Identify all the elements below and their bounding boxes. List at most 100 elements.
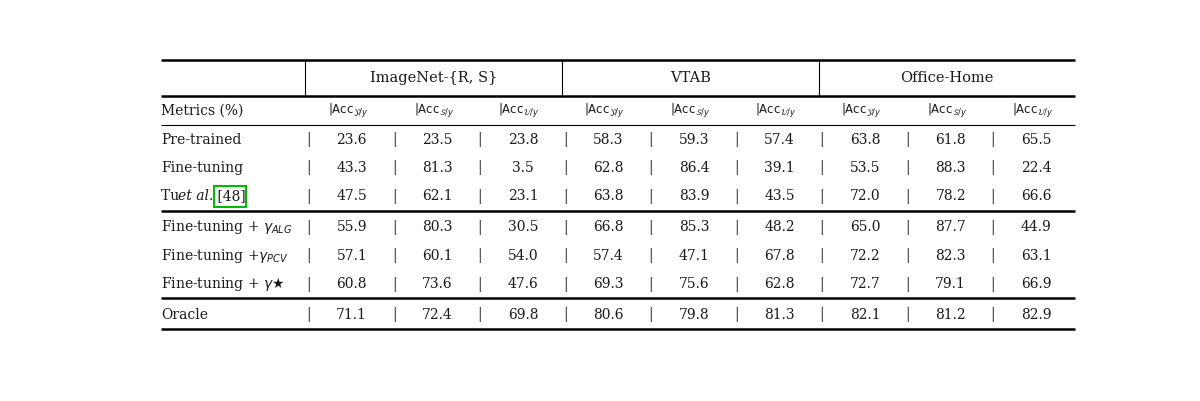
Text: 73.6: 73.6 <box>422 277 452 291</box>
Text: |: | <box>905 248 910 263</box>
Text: $|\mathrm{Acc}_{\mathcal{U}/y}$: $|\mathrm{Acc}_{\mathcal{U}/y}$ <box>1012 101 1054 119</box>
Text: Fine-tuning: Fine-tuning <box>161 161 244 175</box>
Text: 65.5: 65.5 <box>1021 132 1051 146</box>
Text: |: | <box>820 308 824 322</box>
Text: 81.3: 81.3 <box>764 308 794 322</box>
Text: 23.8: 23.8 <box>508 132 538 146</box>
Text: |: | <box>563 220 568 235</box>
Text: 72.7: 72.7 <box>850 277 881 291</box>
Text: 66.8: 66.8 <box>593 220 624 234</box>
Text: |: | <box>734 189 739 204</box>
Text: 78.2: 78.2 <box>936 189 966 203</box>
Text: 43.5: 43.5 <box>764 189 794 203</box>
Text: 69.3: 69.3 <box>593 277 624 291</box>
Text: 60.8: 60.8 <box>336 277 367 291</box>
Text: |: | <box>991 248 995 263</box>
Text: 23.6: 23.6 <box>336 132 367 146</box>
Text: 63.1: 63.1 <box>1021 249 1051 263</box>
Text: 82.3: 82.3 <box>936 249 966 263</box>
Text: |: | <box>734 160 739 175</box>
Text: 82.9: 82.9 <box>1021 308 1051 322</box>
Text: |: | <box>648 189 653 204</box>
Text: et al.: et al. <box>178 189 214 203</box>
Text: $|\mathrm{Acc}_{\mathcal{Y}/y}$: $|\mathrm{Acc}_{\mathcal{Y}/y}$ <box>841 101 882 119</box>
Text: 58.3: 58.3 <box>593 132 624 146</box>
Text: 66.9: 66.9 <box>1021 277 1051 291</box>
Text: |: | <box>991 220 995 235</box>
Text: 66.6: 66.6 <box>1021 189 1051 203</box>
Text: 23.1: 23.1 <box>508 189 539 203</box>
Text: |: | <box>905 132 910 147</box>
Text: $|\mathrm{Acc}_{\mathcal{S}/y}$: $|\mathrm{Acc}_{\mathcal{S}/y}$ <box>671 101 710 119</box>
Text: 3.5: 3.5 <box>512 161 534 175</box>
Text: 47.5: 47.5 <box>336 189 367 203</box>
Text: |: | <box>306 220 311 235</box>
Text: $|\mathrm{Acc}_{\mathcal{U}/y}$: $|\mathrm{Acc}_{\mathcal{U}/y}$ <box>498 101 540 119</box>
Text: |: | <box>648 277 653 292</box>
Text: Fine-tuning + $\gamma_{\mathit{ALG}}$: Fine-tuning + $\gamma_{\mathit{ALG}}$ <box>161 218 293 236</box>
Text: 88.3: 88.3 <box>936 161 966 175</box>
Text: 59.3: 59.3 <box>679 132 709 146</box>
Text: 22.4: 22.4 <box>1021 161 1051 175</box>
Text: |: | <box>391 160 396 175</box>
Text: 47.1: 47.1 <box>679 249 709 263</box>
Text: $|\mathrm{Acc}_{\mathcal{S}/y}$: $|\mathrm{Acc}_{\mathcal{S}/y}$ <box>928 101 967 119</box>
Text: 80.6: 80.6 <box>593 308 624 322</box>
Text: |: | <box>306 248 311 263</box>
Text: 69.8: 69.8 <box>508 308 538 322</box>
Text: |: | <box>563 160 568 175</box>
Text: |: | <box>648 248 653 263</box>
Text: 60.1: 60.1 <box>422 249 452 263</box>
Text: Oracle: Oracle <box>161 308 208 322</box>
Text: 72.4: 72.4 <box>422 308 452 322</box>
Text: 57.1: 57.1 <box>336 249 367 263</box>
Text: |: | <box>648 132 653 147</box>
Text: 62.1: 62.1 <box>422 189 452 203</box>
Text: |: | <box>391 220 396 235</box>
Text: 54.0: 54.0 <box>508 249 539 263</box>
Text: 63.8: 63.8 <box>593 189 624 203</box>
Text: 79.8: 79.8 <box>679 308 709 322</box>
Text: 62.8: 62.8 <box>764 277 794 291</box>
Text: $|\mathrm{Acc}_{\mathcal{Y}/y}$: $|\mathrm{Acc}_{\mathcal{Y}/y}$ <box>328 101 368 119</box>
Text: 43.3: 43.3 <box>336 161 367 175</box>
Text: 87.7: 87.7 <box>935 220 966 234</box>
Text: |: | <box>478 220 482 235</box>
Text: |: | <box>991 160 995 175</box>
Text: |: | <box>734 248 739 263</box>
Text: 86.4: 86.4 <box>679 161 709 175</box>
Text: Tu: Tu <box>161 189 184 203</box>
Text: |: | <box>391 132 396 147</box>
Text: |: | <box>391 189 396 204</box>
Text: |: | <box>391 308 396 322</box>
Text: 55.9: 55.9 <box>336 220 367 234</box>
Text: |: | <box>820 189 824 204</box>
Text: 67.8: 67.8 <box>764 249 794 263</box>
Text: |: | <box>391 248 396 263</box>
Text: $|\mathrm{Acc}_{\mathcal{S}/y}$: $|\mathrm{Acc}_{\mathcal{S}/y}$ <box>414 101 454 119</box>
Text: Office-Home: Office-Home <box>900 71 994 85</box>
Text: $|\mathrm{Acc}_{\mathcal{U}/y}$: $|\mathrm{Acc}_{\mathcal{U}/y}$ <box>755 101 797 119</box>
Text: VTAB: VTAB <box>670 71 710 85</box>
Text: |: | <box>820 132 824 147</box>
Text: 81.3: 81.3 <box>422 161 452 175</box>
Text: 23.5: 23.5 <box>422 132 452 146</box>
Text: Pre-trained: Pre-trained <box>161 132 241 146</box>
Text: |: | <box>820 248 824 263</box>
Text: |: | <box>991 132 995 147</box>
Text: 72.2: 72.2 <box>850 249 881 263</box>
Text: |: | <box>991 277 995 292</box>
Text: 47.6: 47.6 <box>508 277 539 291</box>
Text: [48]: [48] <box>214 189 246 203</box>
Text: 62.8: 62.8 <box>593 161 624 175</box>
Text: |: | <box>306 277 311 292</box>
Text: 65.0: 65.0 <box>850 220 881 234</box>
Text: 72.0: 72.0 <box>850 189 881 203</box>
Text: |: | <box>478 308 482 322</box>
Text: |: | <box>820 220 824 235</box>
Text: |: | <box>991 189 995 204</box>
Text: |: | <box>478 277 482 292</box>
Text: |: | <box>306 308 311 322</box>
Text: 80.3: 80.3 <box>422 220 452 234</box>
Text: |: | <box>478 132 482 147</box>
